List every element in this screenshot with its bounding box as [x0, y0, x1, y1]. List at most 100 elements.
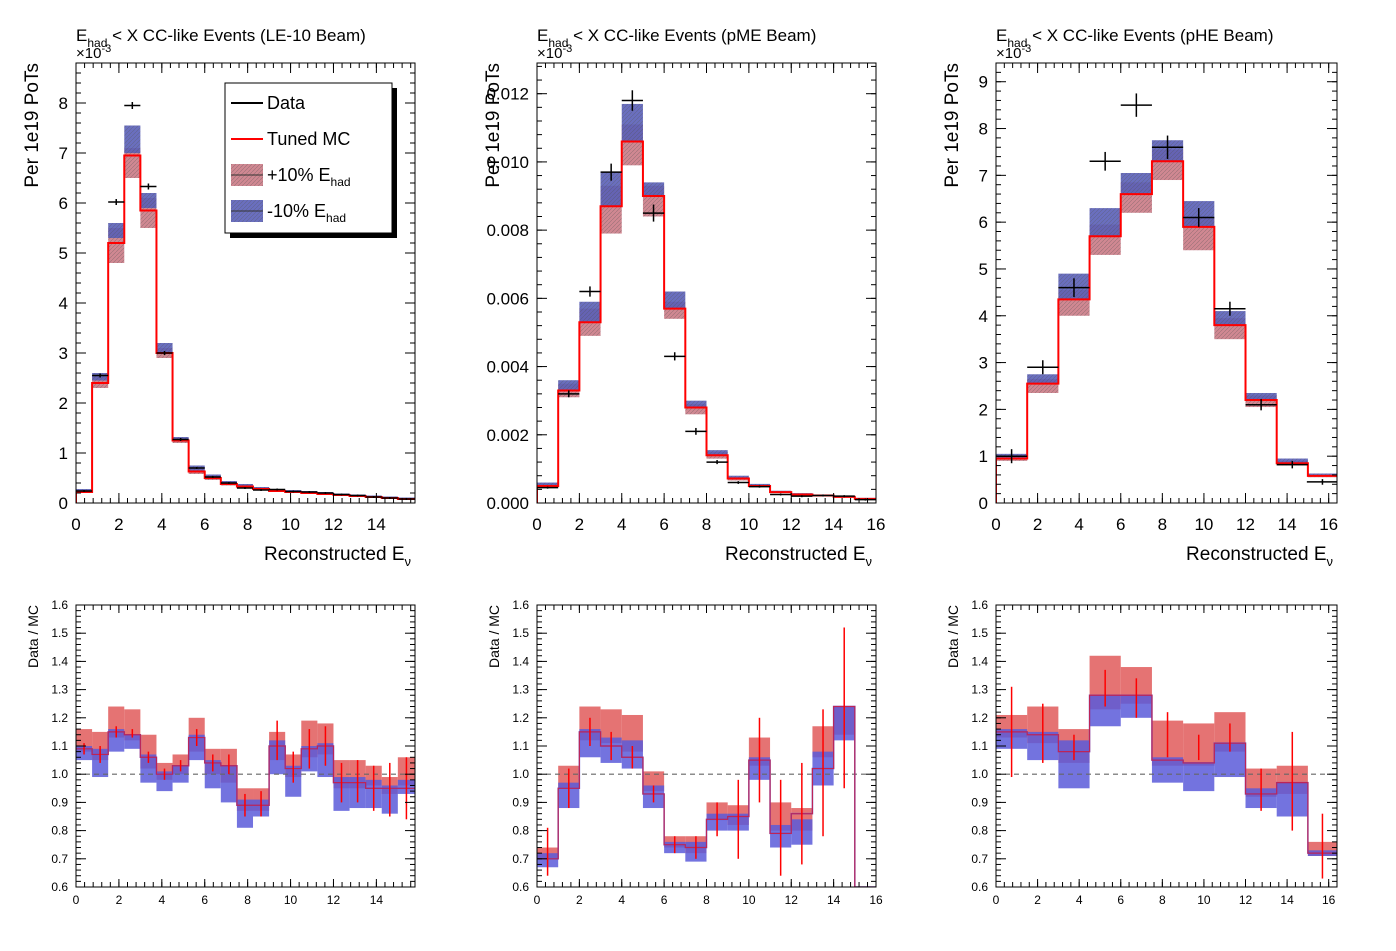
band-minus-10-bin	[727, 475, 749, 479]
y-tick-label: 1.5	[51, 626, 68, 640]
y-tick-label: 1.6	[971, 598, 988, 612]
y-axis-label: Data / MC	[486, 605, 502, 668]
y-tick-label: 1.0	[512, 767, 529, 781]
y-axis-label: Per 1e19 PoTs	[483, 63, 504, 188]
panel-bottom-right: 0 2 4 6 8 10 12 14 16 0.6 0.7 0.8 0.9 1.0 1.1 1.2 1.3 1.4…	[945, 598, 1338, 907]
x-tick-label: 8	[243, 515, 252, 534]
y-tick-label: 1	[979, 447, 988, 466]
y-axis-label: Data / MC	[25, 605, 41, 668]
x-tick-label: 10	[1194, 515, 1213, 534]
plot-area	[996, 93, 1337, 503]
band-minus-10-bin	[621, 103, 643, 142]
band-minus-10-bin	[664, 291, 686, 309]
y-tick-label: 1.2	[971, 711, 988, 725]
y-tick-label: 1.4	[971, 654, 988, 668]
x-tick-label: 0	[73, 893, 80, 907]
plot-area	[996, 655, 1337, 879]
band-minus-10-bin	[579, 301, 601, 323]
y-tick-label: 0.008	[486, 221, 529, 240]
y-tick-label: 3	[59, 344, 68, 363]
y-tick-label: 6	[59, 194, 68, 213]
y-tick-label: 2	[59, 394, 68, 413]
x-tick-label: 12	[782, 515, 801, 534]
panel-top-middle: 0 2 4 6 8 10 12 14 16 0.000 0.002 0.004 0.006 0.008 0.…	[483, 26, 885, 569]
ratio-band-minus-10-bin	[140, 754, 157, 783]
y-tick-label: 1.1	[51, 739, 68, 753]
band-minus-10-bin	[685, 400, 707, 408]
ratio-band-minus-10-bin	[1183, 762, 1215, 792]
x-tick-label: 0	[532, 515, 541, 534]
x-tick-label: 14	[824, 515, 843, 534]
y-tick-label: 1.0	[51, 767, 68, 781]
band-minus-10-bin	[537, 482, 559, 486]
y-tick-label: 5	[979, 260, 988, 279]
x-tick-label: 14	[367, 515, 386, 534]
y-exponent-label: ×10-3	[996, 43, 1031, 62]
y-tick-label: 0	[59, 494, 68, 513]
x-tick-label: 2	[1033, 515, 1042, 534]
x-tick-label: 6	[1117, 893, 1124, 907]
band-minus-10-bin	[1245, 393, 1277, 401]
x-tick-label: 16	[1322, 893, 1336, 907]
x-tick-label: 10	[1197, 893, 1211, 907]
x-tick-label: 8	[703, 893, 710, 907]
y-tick-label: 8	[59, 94, 68, 113]
x-tick-label: 16	[1319, 515, 1338, 534]
ratio-band-minus-10-bin	[92, 748, 109, 778]
panel-bottom-left: 0 2 4 6 8 10 12 14 0.6 0.7 0.8 0.9 1.0 1.1 1.2 1.3 1.4 1.…	[25, 598, 416, 907]
y-tick-label: 1.4	[512, 654, 529, 668]
x-tick-label: 0	[71, 515, 80, 534]
ratio-band-minus-10-bin	[188, 734, 205, 761]
band-minus-10-bin	[642, 182, 665, 197]
tuned-mc-line	[537, 140, 876, 503]
x-tick-label: 10	[284, 893, 298, 907]
y-tick-label: 1.2	[512, 711, 529, 725]
y-tick-label: 0.6	[971, 880, 988, 894]
band-plus-10-bin	[685, 404, 707, 415]
ratio-band-minus-10-bin	[1151, 757, 1184, 783]
x-tick-label: 12	[324, 515, 343, 534]
y-tick-label: 1.6	[51, 598, 68, 612]
x-tick-label: 2	[575, 515, 584, 534]
x-tick-label: 6	[200, 515, 209, 534]
x-tick-label: 4	[1074, 515, 1083, 534]
y-exponent-label: ×10-3	[537, 43, 572, 62]
y-tick-label: 0.7	[51, 852, 68, 866]
y-tick-label: 0.000	[486, 494, 529, 513]
band-minus-10-bin	[600, 172, 622, 207]
band-minus-10-bin	[108, 223, 125, 238]
x-tick-label: 14	[1280, 893, 1294, 907]
y-tick-label: 4	[59, 294, 68, 313]
ratio-red-step-line	[537, 705, 876, 887]
x-axis-label: Reconstructed Eν	[725, 544, 872, 569]
x-tick-label: 10	[281, 515, 300, 534]
plot-area	[537, 90, 876, 503]
y-axis-label: Per 1e19 PoTs	[942, 63, 963, 188]
y-axis-label: Data / MC	[945, 605, 961, 668]
x-tick-label: 0	[991, 515, 1000, 534]
plot-area	[76, 102, 415, 503]
band-minus-10-bin	[124, 125, 141, 153]
x-tick-label: 6	[201, 893, 208, 907]
x-tick-label: 12	[327, 893, 341, 907]
y-tick-label: 0.9	[512, 795, 529, 809]
y-tick-label: 2	[979, 400, 988, 419]
x-tick-label: 2	[114, 515, 123, 534]
x-axis-label: Reconstructed Eν	[1186, 544, 1333, 569]
y-tick-label: 1.2	[51, 711, 68, 725]
panel-title: Ehad < X CC-like Events (LE-10 Beam)	[76, 26, 366, 50]
panel-bottom-middle: 0 2 4 6 8 10 12 14 16 0.6 0.7 0.8 0.9 1.0 1.1 1.2 1.3 1.4…	[486, 598, 883, 907]
y-tick-label: 1.5	[971, 626, 988, 640]
y-tick-label: 4	[979, 307, 988, 326]
band-minus-10-bin	[1120, 173, 1152, 195]
x-tick-label: 12	[785, 893, 799, 907]
y-tick-label: 0.010	[486, 153, 529, 172]
ratio-band-minus-10-bin	[156, 771, 173, 792]
x-axis-label: Reconstructed Eν	[264, 544, 411, 569]
panel-title: Ehad < X CC-like Events (pHE Beam)	[996, 26, 1273, 50]
x-tick-label: 0	[993, 893, 1000, 907]
y-tick-label: 1.3	[512, 683, 529, 697]
